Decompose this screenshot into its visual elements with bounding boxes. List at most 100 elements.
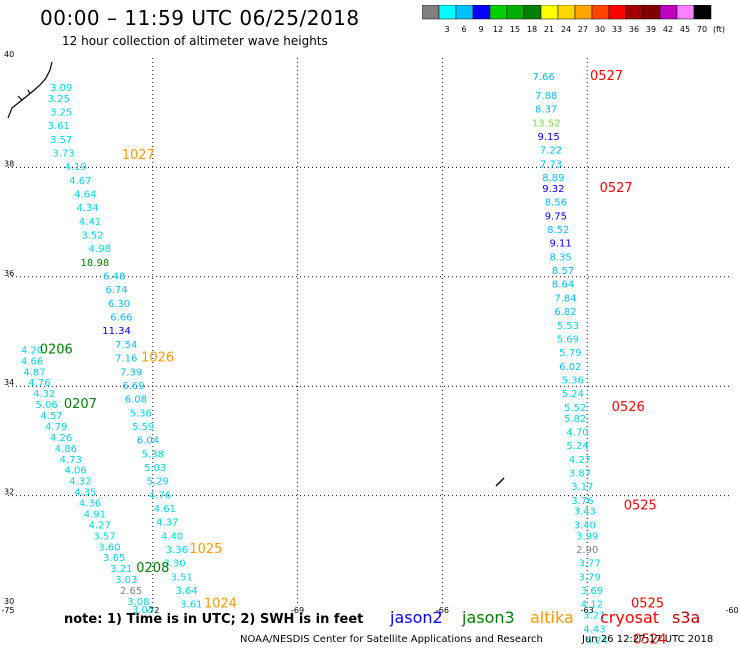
- wave-height-value: 4.98: [89, 244, 111, 255]
- sat-altika-label: altika: [530, 608, 574, 627]
- wave-height-value: 4.79: [45, 422, 67, 433]
- legend-unit: (ft): [713, 25, 725, 34]
- wave-height-value: 3.60: [98, 542, 120, 553]
- legend-label: 39: [646, 25, 656, 34]
- pass-time-label: 0527: [590, 69, 623, 84]
- legend-label: 9: [478, 25, 483, 34]
- y-tick-label: 32: [4, 488, 14, 497]
- sat-s3a-label: s3a: [672, 608, 701, 627]
- wave-height-value: 18.98: [81, 258, 110, 269]
- legend-label: 12: [493, 25, 503, 34]
- wave-height-value: 5.53: [557, 321, 579, 332]
- wave-height-value: 4.67: [69, 176, 91, 187]
- pass-time-label: 1025: [189, 542, 222, 557]
- pass-time-label: 0206: [40, 342, 73, 357]
- wave-height-value: 3.51: [171, 572, 193, 583]
- x-tick-label: -60: [725, 606, 738, 615]
- wave-height-value: 4.27: [89, 520, 111, 531]
- wave-height-value: 4.34: [77, 203, 99, 214]
- wave-height-value: 8.37: [535, 105, 557, 116]
- pass-time-label: 0527: [600, 181, 633, 196]
- island-shape: [495, 477, 505, 487]
- legend-label: 6: [461, 25, 466, 34]
- wave-height-value: 6.82: [554, 307, 576, 318]
- wave-height-value: 3.73: [52, 148, 74, 159]
- legend-label: 15: [510, 25, 520, 34]
- wave-height-value: 7.39: [120, 367, 142, 378]
- wave-height-value: 4.40: [161, 531, 183, 542]
- legend-label: 70: [697, 25, 707, 34]
- wave-height-value: 3.30: [163, 559, 185, 570]
- wave-height-value: 6.74: [105, 285, 127, 296]
- pass-time-label: 1027: [122, 148, 155, 163]
- wave-height-value: 4.91: [84, 509, 106, 520]
- legend-label: 21: [544, 25, 554, 34]
- coastline: [7, 61, 53, 119]
- wave-height-value: 9.75: [545, 211, 567, 222]
- wave-height-value: 4.76: [28, 378, 50, 389]
- wave-height-value: 4.73: [60, 455, 82, 466]
- pass-time-label: 0207: [64, 397, 97, 412]
- wave-height-value: 4.27: [569, 455, 591, 466]
- y-tick-label: 34: [4, 378, 14, 387]
- wave-height-value: 5.06: [35, 400, 57, 411]
- pass-time-label: 0525: [631, 597, 664, 612]
- legend-label: 30: [595, 25, 605, 34]
- wave-height-value: 5.36: [562, 375, 584, 386]
- wave-height-value: 4.36: [79, 499, 101, 510]
- wave-height-value: 4.66: [21, 356, 43, 367]
- wave-height-value: 5.24: [562, 389, 584, 400]
- legend-swatch: [693, 5, 712, 20]
- y-tick-label: 40: [4, 50, 14, 59]
- wave-height-value: 3.77: [578, 559, 600, 570]
- wave-height-value: 3.61: [48, 121, 70, 132]
- wave-height-value: 7.22: [540, 146, 562, 157]
- footnote: note: 1) Time is in UTC; 2) SWH is in fe…: [64, 612, 364, 627]
- y-tick-label: 36: [4, 269, 14, 278]
- wave-height-value: 6.02: [559, 362, 581, 373]
- x-tick-label: -75: [1, 606, 14, 615]
- wave-height-value: 3.99: [576, 531, 598, 542]
- wave-height-value: 3.64: [175, 586, 197, 597]
- wave-height-value: 7.54: [115, 340, 137, 351]
- wave-height-value: 4.20: [21, 345, 43, 356]
- color-legend: 3 6 9 12 15 18 21 24 27 30 33 36 39 42 45 70 (ft): [422, 5, 725, 34]
- wave-height-value: 5.38: [142, 449, 164, 460]
- wave-height-value: 3.76: [571, 496, 593, 507]
- wave-height-value: 4.87: [23, 367, 45, 378]
- wave-height-value: 3.17: [571, 482, 593, 493]
- wave-height-value: 7.16: [115, 354, 137, 365]
- pass-time-label: 0525: [624, 498, 657, 513]
- wave-height-value: 3.09: [50, 83, 72, 94]
- wave-height-value: 4.19: [64, 162, 86, 173]
- wave-height-value: 8.56: [545, 198, 567, 209]
- wave-height-value: 4.32: [33, 389, 55, 400]
- y-tick-label: 38: [4, 159, 14, 168]
- wave-height-value: 5.36: [130, 408, 152, 419]
- wave-height-value: 3.21: [583, 611, 605, 622]
- legend-label: 42: [663, 25, 673, 34]
- wave-height-value: 4.70: [566, 427, 588, 438]
- legend-label: 36: [629, 25, 639, 34]
- legend-label: 45: [680, 25, 690, 34]
- wave-height-value: 3.05: [132, 605, 154, 616]
- wave-height-value: 5.03: [144, 463, 166, 474]
- wave-height-value: 7.84: [554, 293, 576, 304]
- wave-height-value: 2.90: [576, 545, 598, 556]
- wave-height-value: 4.64: [74, 189, 96, 200]
- wave-height-value: 3.03: [115, 575, 137, 586]
- legend-label: 27: [578, 25, 588, 34]
- wave-height-value: 7.73: [540, 159, 562, 170]
- wave-height-value: 11.34: [102, 326, 131, 337]
- wave-height-value: 3.69: [581, 586, 603, 597]
- wave-height-value: 4.06: [64, 466, 86, 477]
- sat-jason3-label: jason3: [462, 608, 515, 627]
- sat-cryosat-label: cryosat: [600, 608, 660, 627]
- timestamp-text: Jun 26 12:27:17 UTC 2018: [582, 634, 714, 645]
- wave-height-value: 8.35: [550, 252, 572, 263]
- x-tick-label: -69: [291, 606, 304, 615]
- legend-label: 18: [527, 25, 537, 34]
- chart-title: 00:00 – 11:59 UTC 06/25/2018: [40, 6, 360, 30]
- wave-height-value: 6.69: [122, 381, 144, 392]
